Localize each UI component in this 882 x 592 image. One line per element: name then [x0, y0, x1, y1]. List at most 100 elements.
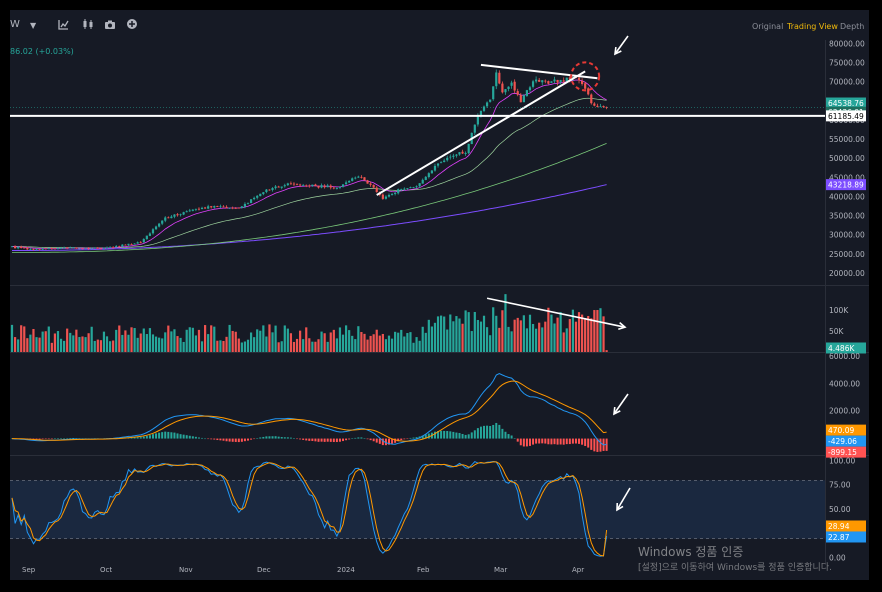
volume-bar [72, 335, 75, 352]
volume-bar [571, 309, 574, 352]
macd-histogram-bar [145, 435, 148, 439]
price-candle [253, 197, 256, 200]
macd-histogram-bar [375, 438, 378, 443]
macd-histogram-bar [182, 434, 185, 439]
volume-bar [84, 337, 87, 352]
price-candle [565, 77, 568, 82]
macd-histogram-bar [185, 435, 188, 439]
macd-histogram-bar [335, 438, 338, 443]
volume-bar [47, 326, 50, 352]
volume-bar [436, 316, 440, 352]
price-candle [10, 246, 14, 248]
volume-bar [259, 330, 262, 352]
price-candle [108, 247, 112, 249]
candle-type-icon[interactable] [82, 18, 94, 30]
price-candle [78, 248, 81, 250]
indicators-icon[interactable] [58, 19, 69, 30]
volume-bar [222, 341, 225, 352]
macd-histogram-bar [63, 438, 66, 439]
macd-histogram-bar [584, 438, 587, 446]
volume-bar [23, 326, 26, 352]
price-candle [13, 246, 17, 249]
price-candle [213, 206, 216, 208]
macd-histogram-bar [562, 438, 565, 445]
interval-label[interactable]: W [10, 19, 20, 30]
volume-bar [213, 326, 216, 352]
price-candle [397, 189, 400, 194]
volume-bar [360, 331, 363, 352]
volume-bar [182, 341, 185, 352]
camera-icon[interactable] [104, 19, 116, 30]
price-candle [390, 194, 394, 196]
macd-histogram-bar [130, 437, 133, 439]
volume-bar [13, 337, 17, 352]
volume-bar [249, 332, 253, 352]
price-candle [467, 143, 470, 153]
macd-histogram-bar [158, 432, 161, 439]
price-candle [556, 79, 559, 83]
volume-bar [240, 342, 243, 352]
chevron-down-icon[interactable]: ▼ [30, 21, 37, 30]
price-candle [72, 247, 75, 249]
macd-histogram-bar [72, 437, 75, 439]
price-candle [185, 211, 188, 213]
volume-bar [507, 326, 510, 352]
tab-original[interactable]: Original [752, 22, 784, 31]
volume-bar [32, 329, 35, 352]
macd-histogram-bar [489, 426, 492, 439]
price-candle [427, 173, 430, 178]
time-axis-label: Apr [572, 566, 584, 574]
price-candle [280, 186, 283, 188]
price-candle [240, 206, 243, 208]
chart-canvas[interactable]: 80000.0075000.0070000.0065000.0060000.00… [10, 10, 869, 580]
volume-bar [148, 328, 152, 352]
ma-slow-line [12, 184, 607, 251]
macd-histogram-bar [574, 438, 577, 444]
macd-histogram-bar [173, 432, 176, 439]
price-candle [99, 248, 102, 250]
volume-bar [50, 342, 53, 352]
macd-histogram-bar [498, 424, 501, 439]
macd-histogram-bar [397, 438, 400, 442]
volume-bar [203, 325, 207, 352]
price-candle [492, 86, 495, 100]
price-candle [485, 102, 489, 107]
macd-histogram-bar [240, 438, 243, 442]
price-candle [173, 214, 176, 217]
support-line-label: 61185.49 [828, 112, 864, 121]
macd-histogram-bar [351, 438, 354, 440]
volume-bar [207, 334, 210, 352]
price-candle [541, 80, 544, 83]
price-candle [568, 77, 571, 80]
price-candle [96, 247, 99, 249]
macd-histogram-bar [50, 438, 53, 440]
macd-histogram-bar [75, 438, 78, 439]
price-candle [124, 244, 127, 246]
volume-bar [418, 340, 421, 352]
price-candle [56, 248, 60, 249]
volume-bar [476, 319, 479, 352]
volume-last-label: 4.486K [828, 344, 855, 353]
macd-histogram-bar [265, 436, 268, 439]
volume-bar [504, 294, 507, 352]
volume-bar [397, 332, 400, 352]
price-candle [188, 210, 191, 212]
volume-bar [308, 338, 311, 352]
add-icon[interactable] [126, 18, 138, 30]
macd-histogram-bar [268, 436, 271, 439]
volume-bar [357, 326, 360, 352]
volume-bar [513, 319, 516, 352]
macd-value-label: -429.06 [828, 437, 857, 446]
macd-histogram-bar [228, 438, 231, 442]
tab-trading-view[interactable]: Trading View [787, 22, 838, 31]
price-candle [136, 242, 139, 244]
price-candle [246, 202, 250, 204]
volume-bar [225, 336, 228, 352]
volume-bar [237, 338, 240, 352]
tab-depth[interactable]: Depth [840, 22, 865, 31]
volume-bar [384, 339, 388, 352]
macd-histogram-bar [216, 438, 219, 441]
price-candle [596, 105, 599, 107]
price-candle [219, 206, 222, 208]
price-candle [348, 180, 351, 183]
